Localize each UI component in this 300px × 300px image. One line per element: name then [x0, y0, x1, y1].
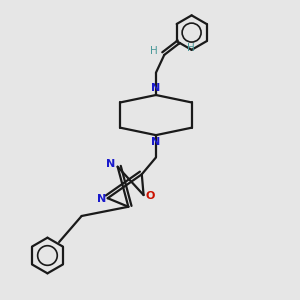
Text: H: H [187, 43, 195, 53]
Text: H: H [150, 46, 158, 56]
Text: N: N [106, 159, 116, 169]
Text: O: O [146, 191, 155, 201]
Text: N: N [97, 194, 106, 204]
Text: N: N [151, 83, 160, 93]
Text: N: N [151, 137, 160, 147]
